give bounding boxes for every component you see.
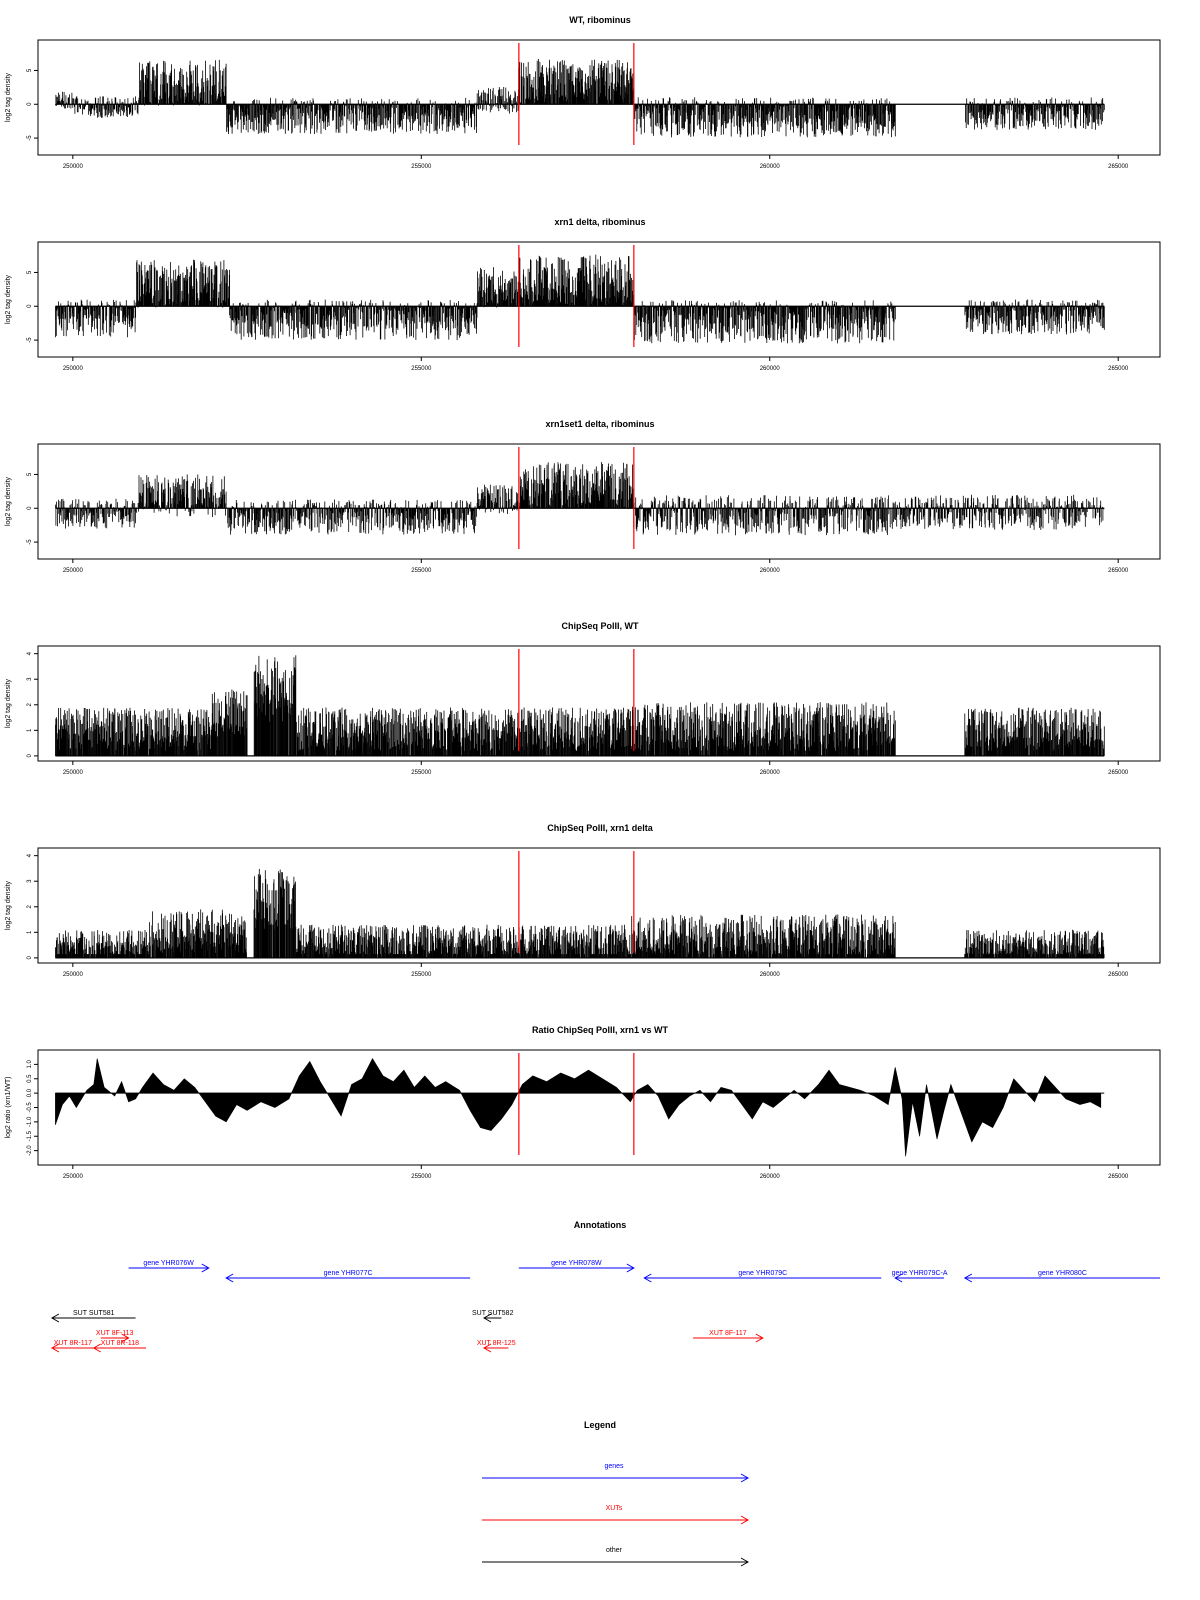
x-tick-label: 250000 [63,366,84,372]
panel-1: WT, ribominus log2 tag density -5 0 5 250000 2… [5,15,1161,170]
x-tick-label: 265000 [1108,568,1129,574]
y-tick-label: 0 [27,506,33,510]
track-panels: WT, ribominus log2 tag density -5 0 5 250000 2… [5,15,1161,1180]
y-tick-label: -5 [27,539,33,545]
data-series [55,462,1105,536]
y-tick-label: -5 [27,135,33,141]
plot-frame [37,443,1161,560]
panel-title: WT, ribominus [569,15,631,25]
y-tick-label: 0 [27,304,33,308]
y-axis-label: log2 tag density [5,476,12,526]
y-tick-label: 5 [27,472,33,476]
panel-2: xrn1 delta, ribominus log2 tag density -5 0… [5,217,1161,372]
x-tick-label: 260000 [760,164,781,170]
plot-frame [37,39,1161,156]
x-tick-label: 260000 [760,366,781,372]
x-tick-label: 255000 [411,568,432,574]
y-tick-label: 0 [27,102,33,106]
panel-title: xrn1set1 delta, ribominus [545,419,654,429]
x-tick-label: 250000 [63,164,84,170]
data-series [55,59,1105,138]
y-tick-label: -5 [27,337,33,343]
y-axis-label: log2 tag density [5,72,12,122]
x-tick-label: 265000 [1108,164,1129,170]
y-tick-label: 5 [27,270,33,274]
x-tick-label: 260000 [760,568,781,574]
data-series [55,254,1105,344]
x-tick-label: 265000 [1108,366,1129,372]
panel-title: xrn1 delta, ribominus [554,217,645,227]
plot-frame [37,241,1161,358]
x-tick-label: 255000 [411,164,432,170]
x-tick-label: 255000 [411,366,432,372]
y-tick-label: 5 [27,68,33,72]
y-axis-label: log2 tag density [5,274,12,324]
panel-3: xrn1set1 delta, ribominus log2 tag densit… [5,419,1161,574]
x-tick-label: 250000 [63,568,84,574]
